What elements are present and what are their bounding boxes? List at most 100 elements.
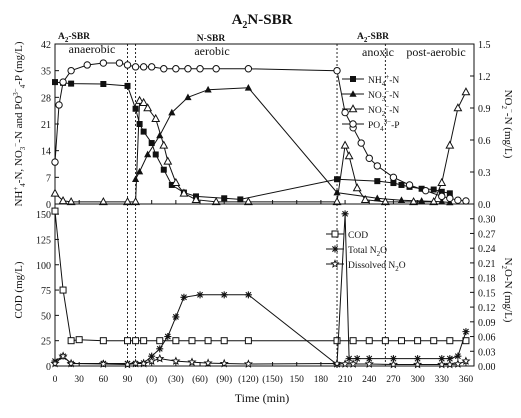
top-data-point (237, 196, 244, 203)
top-data-point (144, 150, 152, 158)
top-y-tick-label: 21 (41, 120, 51, 131)
bottom-data-point (164, 333, 172, 341)
legend-label: NO3−-N (368, 88, 399, 103)
legend-marker (349, 120, 357, 128)
top-data-point (357, 139, 365, 147)
x-tick-label: 360 (459, 375, 474, 385)
top-data-point (333, 188, 341, 196)
top-data-point (365, 154, 373, 162)
phase-post-aerobic: post-aerobic (406, 45, 465, 59)
bottom-data-point (244, 337, 252, 345)
bottom-data-point (50, 358, 60, 368)
bottom-data-point (414, 337, 422, 345)
top-data-point (171, 177, 181, 186)
top-data-point (147, 63, 156, 71)
top-legend-item: NO2−-N (342, 103, 399, 118)
bottom-data-point (364, 359, 374, 368)
x-tick-label: (90) (216, 374, 232, 385)
bottom-data-point (188, 337, 196, 345)
bottom-series-total-n2o (51, 210, 470, 369)
bottom-data-point (147, 356, 157, 365)
bottom-data-point (462, 328, 470, 336)
bottom-data-point (99, 337, 107, 345)
top-data-point (163, 156, 173, 165)
top-data-point (123, 61, 132, 69)
top-data-point (132, 105, 139, 112)
top-data-point (184, 65, 192, 73)
bottom-y2-tick-label: 0.15 (478, 288, 496, 299)
bottom-data-point (180, 293, 188, 301)
bottom-data-point (139, 358, 149, 368)
bottom-data-point (171, 356, 181, 365)
x-tick-label: 210 (338, 375, 353, 385)
top-data-point (461, 87, 471, 96)
top-data-point (454, 196, 462, 204)
legend-marker (331, 245, 339, 253)
bottom-y-tick-label: 100 (36, 261, 51, 272)
bottom-y2-tick-label: 0.12 (478, 303, 496, 314)
bottom-y-tick-label: 50 (41, 311, 51, 322)
bottom-data-point (220, 337, 228, 345)
bottom-data-point (59, 286, 67, 294)
top-y-tick-label: 0 (46, 200, 51, 211)
top-plot-frame (54, 43, 475, 205)
top-data-point (51, 158, 59, 166)
top-data-point (140, 128, 147, 135)
top-data-point (151, 113, 161, 122)
top-series-line (135, 87, 450, 203)
top-data-point (438, 197, 446, 205)
top-data-point (446, 194, 454, 202)
top-data-point (438, 192, 446, 201)
top-y2-axis-label: NO2−-N (mg/L) (500, 90, 515, 159)
x-tick-label: 300 (410, 375, 425, 385)
top-data-point (160, 65, 168, 73)
top-data-point (52, 79, 58, 86)
top-data-point (221, 195, 228, 202)
bottom-data-point (413, 359, 423, 369)
top-data-point (196, 65, 204, 73)
legend-label: Total N2O (348, 246, 387, 258)
top-data-point (98, 197, 108, 206)
bottom-data-point (156, 337, 164, 345)
phase-a2sbr-2: A2-SBR (357, 32, 389, 44)
legend-marker (330, 259, 340, 268)
top-data-point (204, 85, 212, 93)
x-tick-label: (0) (146, 374, 157, 385)
bottom-data-point (66, 358, 76, 368)
bottom-data-point (388, 359, 398, 369)
top-legend-item: NO3−-N (342, 88, 399, 103)
bottom-data-point (414, 355, 422, 363)
top-data-point (398, 181, 405, 188)
bottom-y2-tick-label: 0.21 (478, 259, 496, 270)
bottom-data-point (75, 336, 83, 344)
phase-aerobic: aerobic (194, 44, 229, 58)
x-tick-label: (150) (262, 374, 283, 385)
bottom-data-point (333, 337, 341, 345)
bottom-data-point (219, 358, 229, 368)
top-data-point (50, 188, 60, 197)
bottom-data-point (196, 291, 204, 299)
top-data-point (373, 194, 381, 202)
bottom-data-point (131, 358, 141, 368)
top-y-tick-label: 28 (41, 93, 51, 104)
top-data-point (438, 188, 445, 195)
top-data-point (135, 95, 145, 104)
top-data-point (136, 121, 143, 127)
top-data-point (131, 63, 140, 71)
bottom-y2-tick-label: 0.03 (478, 347, 496, 358)
top-data-point (184, 93, 192, 101)
bottom-data-point (155, 353, 165, 363)
top-series-po43-p (51, 59, 470, 205)
top-data-point (152, 151, 159, 158)
x-axis-label: Time (min) (235, 391, 290, 405)
top-data-point (405, 181, 414, 189)
bottom-data-point (341, 210, 349, 218)
bottom-data-point (58, 351, 68, 361)
bottom-data-point (187, 357, 197, 366)
legend-label: NH4+-N (368, 73, 399, 88)
top-data-point (453, 103, 463, 112)
x-tick-label: 330 (435, 375, 450, 385)
top-data-point (373, 162, 382, 170)
bottom-legend-item: COD (326, 230, 368, 241)
bottom-y2-axis-label: N2O-N (mg/L) (500, 258, 514, 323)
